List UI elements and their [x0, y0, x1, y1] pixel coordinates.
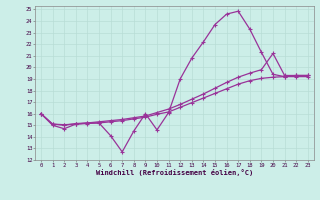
X-axis label: Windchill (Refroidissement éolien,°C): Windchill (Refroidissement éolien,°C)	[96, 169, 253, 176]
